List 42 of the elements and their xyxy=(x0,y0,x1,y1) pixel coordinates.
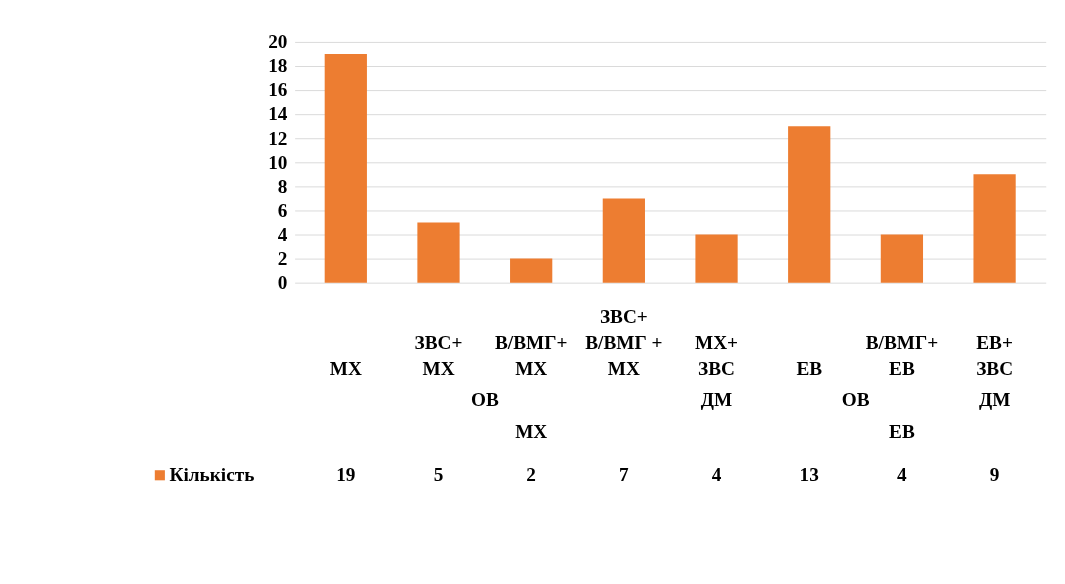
y-tick-label: 14 xyxy=(268,103,288,125)
x-tick-label: ЕВ xyxy=(796,358,823,380)
y-tick-label: 0 xyxy=(277,271,288,293)
legend-label: Кількість xyxy=(169,464,255,486)
y-tick-label: 2 xyxy=(277,247,288,269)
text: ОВ xyxy=(470,388,499,410)
y-tick-label: 20 xyxy=(268,31,288,53)
y-tick-label: 18 xyxy=(268,55,288,77)
bar xyxy=(788,126,831,283)
y-tick-label: 4 xyxy=(277,223,288,245)
y-tick-label: 10 xyxy=(268,151,288,173)
text: ОВ xyxy=(841,388,870,410)
bar xyxy=(973,174,1016,283)
x-tick-label: МХ xyxy=(329,358,362,380)
data-label: 4 xyxy=(897,464,908,486)
x-tick-label: В/ВМГ+ МХ xyxy=(494,332,568,380)
x-tick-label: ЕВ+ ЗВС xyxy=(976,332,1014,380)
data-label: 5 xyxy=(433,464,444,486)
y-tick-label: 12 xyxy=(268,127,288,149)
data-label: 13 xyxy=(799,464,819,486)
y-tick-label: 8 xyxy=(277,175,288,197)
text: ДМ xyxy=(700,388,733,410)
data-label: 7 xyxy=(619,464,630,486)
bar xyxy=(417,222,460,283)
data-label: 2 xyxy=(526,464,536,486)
x-tick-label: МХ+ ЗВС xyxy=(695,332,739,380)
bar xyxy=(602,198,645,283)
bar xyxy=(510,258,553,283)
x-tick-label: ЗВС+ В/ВМГ + МХ xyxy=(585,306,663,380)
text: ЕВ xyxy=(889,420,915,442)
text: МХ xyxy=(515,420,548,442)
y-tick-label: 16 xyxy=(268,79,288,101)
data-label: 4 xyxy=(711,464,722,486)
bar xyxy=(324,53,367,283)
data-label: 19 xyxy=(336,464,356,486)
x-tick-label: В/ВМГ+ ЕВ xyxy=(865,332,939,380)
x-tick-label: ЗВС+ МХ xyxy=(414,332,463,380)
bar xyxy=(695,234,738,283)
bar xyxy=(880,234,924,283)
data-label: 9 xyxy=(989,464,1000,486)
text: ДМ xyxy=(978,388,1011,410)
y-tick-label: 6 xyxy=(277,199,288,221)
